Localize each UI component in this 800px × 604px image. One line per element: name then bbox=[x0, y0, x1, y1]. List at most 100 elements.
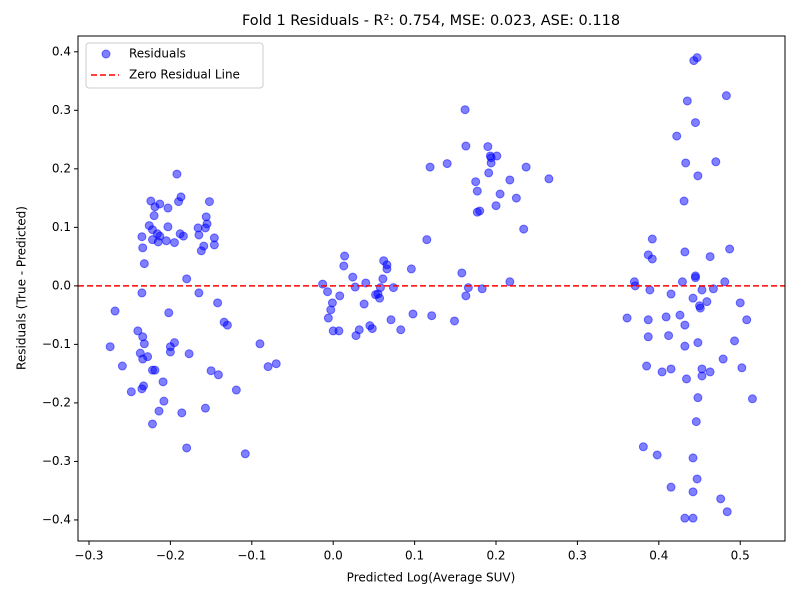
point bbox=[688, 513, 698, 523]
y-tick-label: −0.4 bbox=[42, 512, 71, 526]
x-tick-label: −0.2 bbox=[156, 549, 185, 563]
point bbox=[335, 291, 345, 301]
point bbox=[240, 449, 250, 459]
point bbox=[105, 342, 115, 352]
point bbox=[375, 293, 385, 303]
y-tick-label: 0.4 bbox=[52, 44, 71, 58]
point bbox=[647, 254, 657, 264]
point bbox=[323, 287, 333, 297]
point bbox=[697, 285, 707, 295]
point bbox=[477, 284, 487, 294]
point bbox=[139, 259, 149, 269]
point bbox=[339, 261, 349, 271]
legend-label: Residuals bbox=[129, 47, 186, 61]
point bbox=[666, 289, 676, 299]
point bbox=[491, 201, 501, 211]
point bbox=[690, 271, 700, 281]
point bbox=[505, 277, 515, 287]
point bbox=[165, 347, 175, 357]
y-tick-label: −0.2 bbox=[42, 395, 71, 409]
point bbox=[161, 236, 171, 246]
x-axis-label: Predicted Log(Average SUV) bbox=[347, 571, 516, 585]
point bbox=[449, 316, 459, 326]
point bbox=[155, 199, 165, 209]
point bbox=[720, 277, 730, 287]
point bbox=[150, 365, 160, 375]
point bbox=[184, 349, 194, 359]
point bbox=[461, 291, 471, 301]
x-tick-label: 0.2 bbox=[486, 549, 505, 563]
point bbox=[182, 274, 192, 284]
point bbox=[652, 450, 662, 460]
point bbox=[675, 310, 685, 320]
point bbox=[666, 364, 676, 374]
point bbox=[692, 474, 702, 484]
point bbox=[425, 162, 435, 172]
point bbox=[202, 219, 212, 229]
point bbox=[388, 283, 398, 293]
point bbox=[657, 367, 667, 377]
y-tick-label: −0.3 bbox=[42, 454, 71, 468]
point bbox=[137, 288, 147, 298]
point bbox=[163, 222, 173, 232]
point bbox=[519, 224, 529, 234]
point bbox=[194, 288, 204, 298]
point bbox=[138, 243, 148, 253]
point bbox=[178, 231, 188, 241]
point bbox=[154, 406, 164, 416]
point bbox=[323, 313, 333, 323]
point bbox=[692, 53, 702, 63]
y-tick-label: 0.3 bbox=[52, 103, 71, 117]
point bbox=[681, 158, 691, 168]
point bbox=[442, 159, 452, 169]
point bbox=[147, 419, 157, 429]
point bbox=[680, 320, 690, 330]
point bbox=[375, 283, 385, 293]
point bbox=[691, 417, 701, 427]
point bbox=[682, 96, 692, 106]
point bbox=[721, 91, 731, 101]
point bbox=[143, 352, 153, 362]
point bbox=[169, 238, 179, 248]
legend-marker bbox=[101, 49, 111, 59]
point bbox=[271, 359, 281, 369]
point bbox=[110, 306, 120, 316]
point bbox=[693, 171, 703, 181]
point bbox=[725, 244, 735, 254]
point bbox=[680, 341, 690, 351]
point bbox=[361, 278, 371, 288]
plot-frame bbox=[77, 35, 786, 542]
point bbox=[172, 169, 182, 179]
point bbox=[472, 186, 482, 196]
point bbox=[137, 232, 147, 242]
point bbox=[263, 362, 273, 372]
point bbox=[716, 494, 726, 504]
point bbox=[133, 326, 143, 336]
point bbox=[200, 403, 210, 413]
chart-title: Fold 1 Residuals - R²: 0.754, MSE: 0.023… bbox=[242, 13, 620, 29]
x-tick-label: −0.3 bbox=[74, 549, 103, 563]
point bbox=[661, 312, 671, 322]
point bbox=[396, 325, 406, 335]
point bbox=[354, 325, 364, 335]
point bbox=[318, 279, 328, 289]
point bbox=[645, 285, 655, 295]
point bbox=[677, 277, 687, 287]
point bbox=[702, 297, 712, 307]
point bbox=[382, 264, 392, 274]
point bbox=[697, 371, 707, 381]
point bbox=[484, 168, 494, 178]
point bbox=[682, 374, 692, 384]
point bbox=[695, 303, 705, 313]
point bbox=[457, 268, 467, 278]
y-tick-label: −0.1 bbox=[42, 337, 71, 351]
point bbox=[213, 370, 223, 380]
point bbox=[544, 174, 554, 184]
point bbox=[737, 363, 747, 373]
point bbox=[163, 203, 173, 213]
point bbox=[647, 234, 657, 244]
point bbox=[471, 177, 481, 187]
point bbox=[511, 193, 521, 203]
point bbox=[177, 408, 187, 418]
